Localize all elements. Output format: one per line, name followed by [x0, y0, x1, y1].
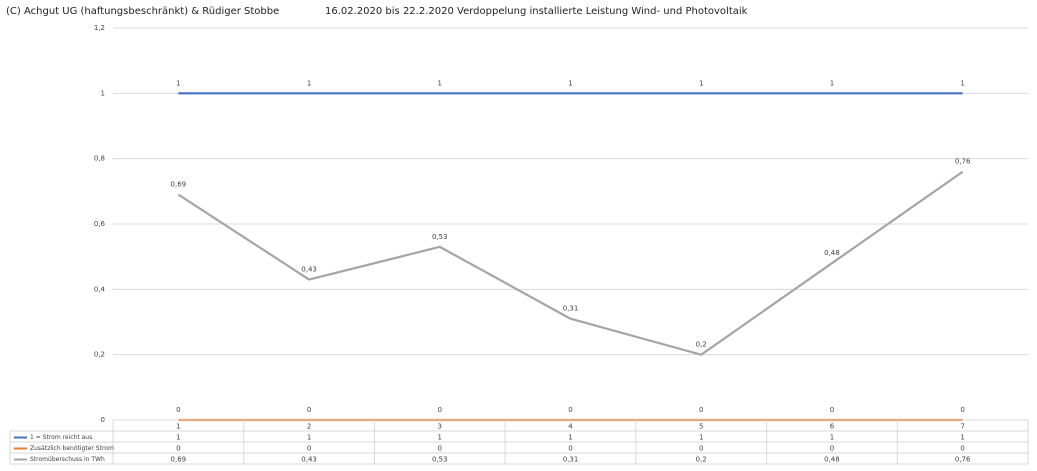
data-label: 0 [960, 406, 964, 414]
legend-label: Zusätzlich benötigter Strom [30, 445, 114, 452]
table-cell: 0,2 [696, 456, 707, 464]
table-cell: 0,31 [563, 456, 579, 464]
data-label: 0 [830, 406, 834, 414]
data-label: 0 [699, 406, 703, 414]
table-cell: 0,69 [171, 456, 187, 464]
y-tick-label: 0 [101, 416, 105, 424]
data-label: 0 [568, 406, 572, 414]
y-tick-label: 1,2 [94, 24, 105, 32]
table-cell: 1 [960, 434, 964, 442]
data-label: 1 [699, 79, 703, 87]
table-cell: 1 [568, 434, 572, 442]
table-cell: 0,43 [301, 456, 317, 464]
data-label: 0,76 [955, 158, 971, 166]
data-label: 1 [438, 79, 442, 87]
table-cell: 0,48 [824, 456, 840, 464]
data-label: 0,31 [563, 305, 579, 313]
legend-label: 1 = Strom reicht aus [30, 434, 92, 441]
table-cell: 1 [830, 434, 834, 442]
data-label: 1 [307, 79, 311, 87]
table-cell: 0 [699, 445, 703, 453]
data-label: 1 [830, 79, 834, 87]
legend-label: Stromüberschuss in TWh [30, 456, 105, 463]
table-cell: 0 [568, 445, 572, 453]
table-cell: 0 [176, 445, 180, 453]
data-label: 1 [176, 79, 180, 87]
series-line [177, 170, 964, 356]
table-cell: 0,76 [955, 456, 971, 464]
table-cell: 1 [699, 434, 703, 442]
table-cell: 0 [438, 445, 442, 453]
data-label: 0,43 [301, 266, 317, 274]
y-tick-label: 0,8 [94, 155, 105, 163]
data-label: 0,48 [824, 249, 840, 257]
data-label: 0 [176, 406, 180, 414]
x-tick-label: 3 [438, 423, 442, 431]
table-cell: 0 [830, 445, 834, 453]
chart-title: 16.02.2020 bis 22.2.2020 Verdoppelung in… [325, 6, 748, 17]
data-label: 1 [960, 79, 964, 87]
data-label: 0,69 [171, 181, 187, 189]
data-label: 1 [568, 79, 572, 87]
y-tick-label: 0,6 [94, 220, 106, 228]
chart-credit: (C) Achgut UG (haftungsbeschränkt) & Rüd… [6, 6, 279, 17]
data-label: 0,2 [696, 341, 707, 349]
y-tick-label: 0,2 [94, 351, 105, 359]
table-cell: 0 [307, 445, 311, 453]
data-label: 0 [438, 406, 442, 414]
y-tick-label: 0,4 [94, 285, 106, 293]
table-cell: 1 [438, 434, 442, 442]
table-cell: 1 [307, 434, 311, 442]
x-tick-label: 4 [568, 423, 573, 431]
table-cell: 0,53 [432, 456, 448, 464]
table-cell: 1 [176, 434, 180, 442]
x-tick-label: 1 [176, 423, 180, 431]
x-tick-label: 2 [307, 423, 311, 431]
data-label: 0 [307, 406, 311, 414]
x-tick-label: 7 [960, 423, 964, 431]
x-tick-label: 5 [699, 423, 703, 431]
table-cell: 0 [960, 445, 964, 453]
data-label: 0,53 [432, 233, 448, 241]
x-tick-label: 6 [830, 423, 835, 431]
y-tick-label: 1 [101, 89, 105, 97]
